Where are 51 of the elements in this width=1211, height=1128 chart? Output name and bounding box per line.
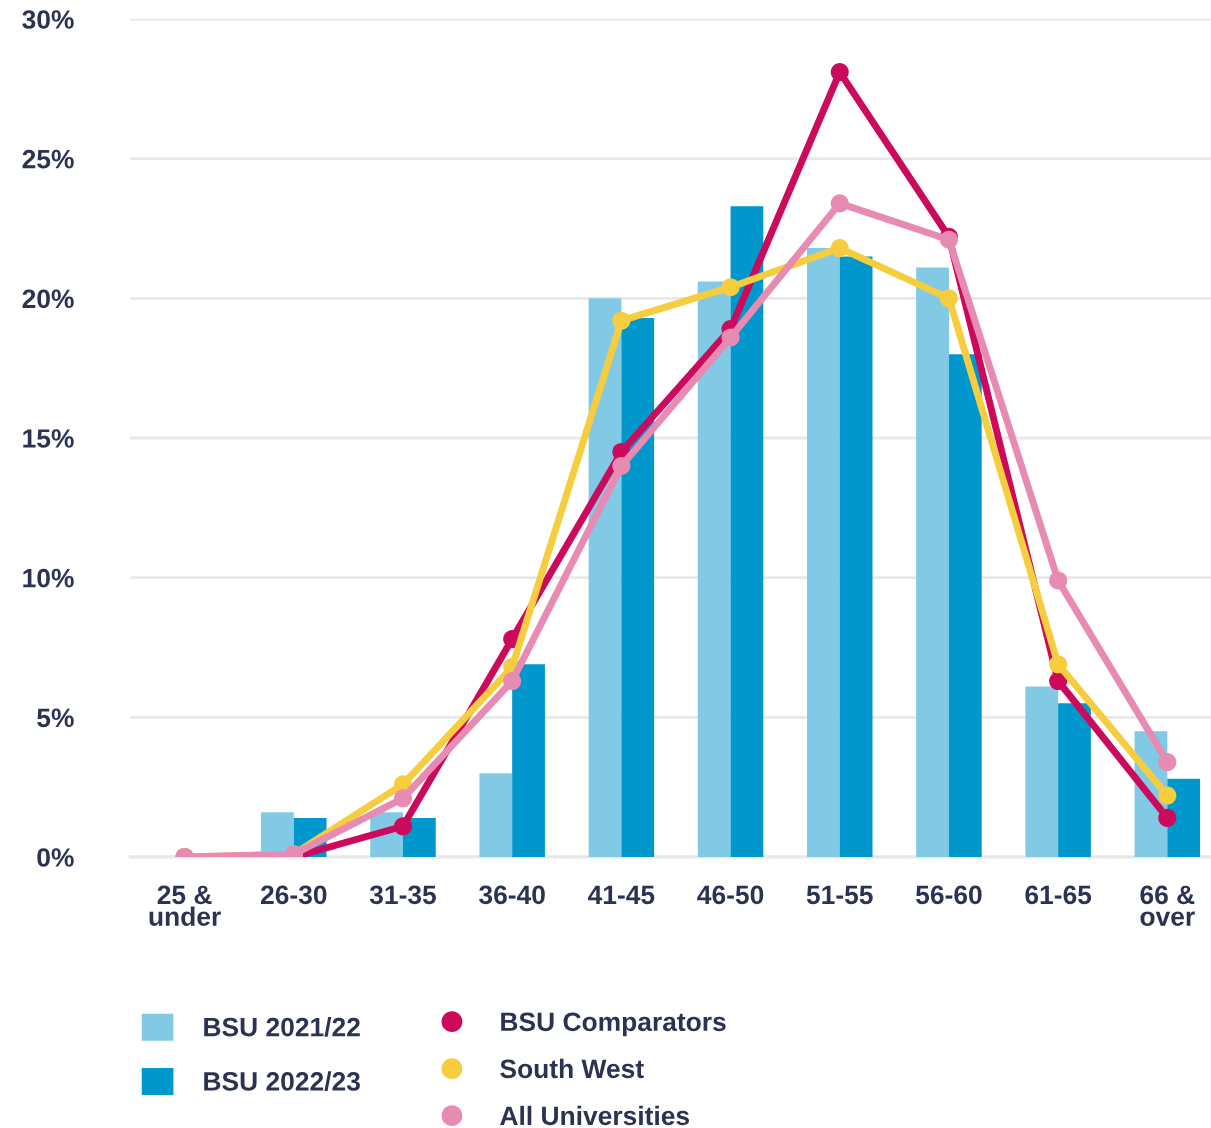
point (612, 311, 631, 330)
x-tick-label: 25 & under (149, 885, 221, 926)
point (830, 239, 849, 258)
x-tick-label: 66 & over (1140, 885, 1195, 926)
point (830, 194, 849, 213)
bar (839, 256, 873, 857)
x-tick-label: 51-55 (806, 885, 873, 905)
y-tick-label: 5% (37, 708, 74, 728)
y-tick-label: 0% (37, 848, 74, 867)
point (393, 817, 413, 836)
point (721, 328, 740, 347)
x-tick-label: 61-65 (1025, 885, 1092, 905)
bar (621, 317, 655, 857)
y-tick-label: 15% (23, 429, 74, 448)
x-tick-label: 56-60 (916, 885, 982, 905)
bar (697, 281, 731, 857)
x-tick-label: 26-30 (260, 885, 327, 905)
x-tick-label: 41-45 (588, 885, 655, 905)
bar (479, 773, 513, 857)
bar (730, 206, 764, 857)
point (1049, 571, 1068, 590)
point (612, 456, 631, 475)
point (393, 789, 413, 808)
x-tick-label: 46-50 (697, 885, 764, 905)
point (1158, 753, 1177, 772)
bar (1058, 703, 1091, 857)
y-tick-label: 25% (22, 149, 74, 169)
point (503, 671, 522, 691)
legend-label: BSU Comparators (501, 1012, 726, 1037)
point (830, 63, 849, 82)
point (1158, 808, 1177, 827)
legend-label: BSU 2022/23 (204, 1071, 360, 1091)
point (1049, 655, 1068, 674)
bar (948, 354, 982, 857)
y-tick-label: 30% (22, 10, 74, 29)
y-tick-label: 10% (23, 568, 74, 588)
bar (1025, 686, 1059, 857)
point (939, 289, 958, 308)
point (721, 278, 740, 297)
x-tick-label: 36-40 (479, 885, 545, 905)
bar (806, 248, 840, 857)
bar (916, 267, 949, 857)
legend-label: BSU 2021/22 (204, 1017, 360, 1037)
legend-label: South West (500, 1058, 644, 1079)
legend-label: All Universities (500, 1105, 690, 1126)
point (1158, 786, 1177, 805)
x-tick-label: 31-35 (369, 885, 436, 905)
bar (512, 664, 545, 857)
bar (402, 817, 436, 857)
y-tick-label: 20% (22, 289, 74, 309)
point (1049, 671, 1068, 691)
